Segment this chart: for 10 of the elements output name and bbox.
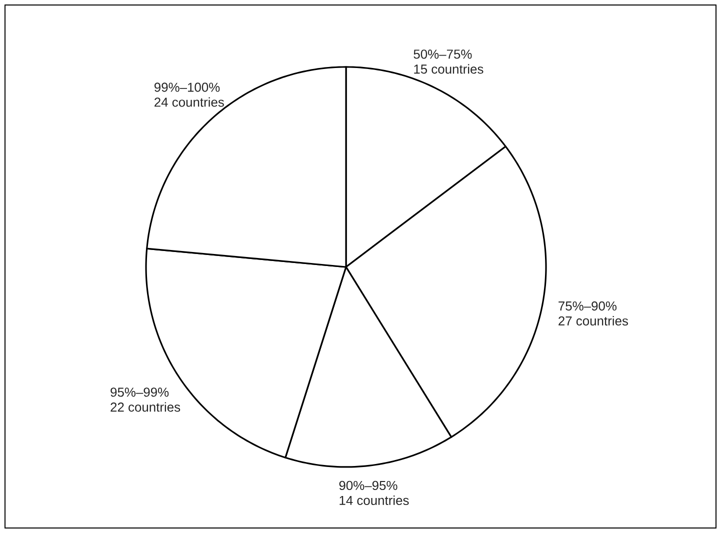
data-label: 24 countries xyxy=(154,97,224,107)
data-label: 22 countries xyxy=(110,402,180,412)
data-label: 14 countries xyxy=(340,495,409,506)
data-label: 27 countries xyxy=(558,316,628,326)
slice-label: 50%–75% xyxy=(414,50,472,59)
slice-label: 90%–95% xyxy=(339,480,398,490)
slice-label: 95%–99% xyxy=(110,388,169,397)
slice-label: 99%–100% xyxy=(154,82,220,92)
slice-label: 75%–90% xyxy=(558,301,617,311)
data-label: 15 countries xyxy=(414,64,484,74)
